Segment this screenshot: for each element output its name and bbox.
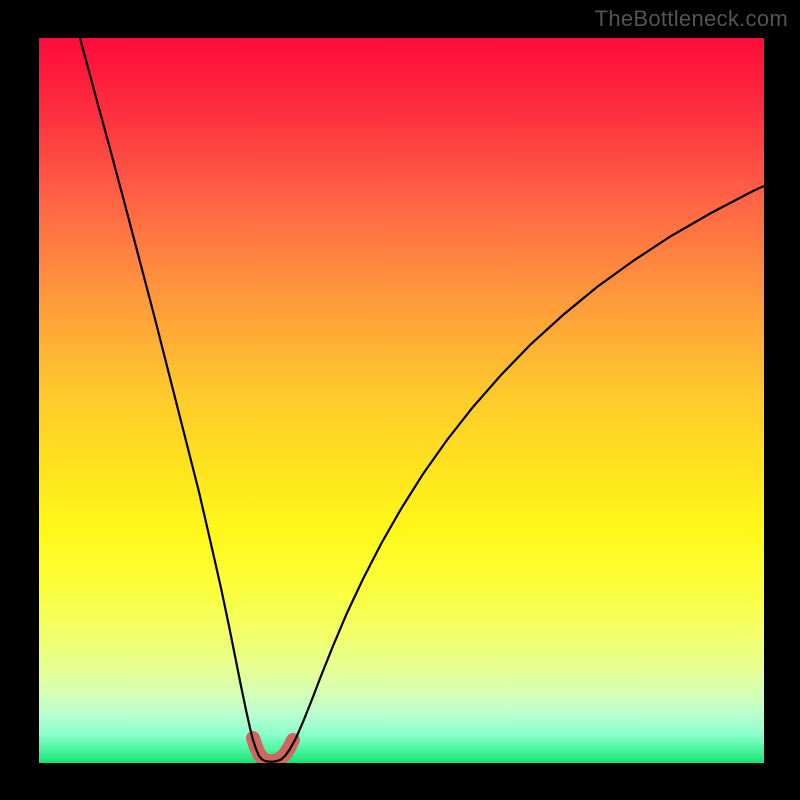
main-curve — [80, 38, 764, 762]
curve-svg — [39, 38, 764, 763]
watermark-label: TheBottleneck.com — [595, 6, 788, 32]
plot-area — [39, 38, 764, 763]
